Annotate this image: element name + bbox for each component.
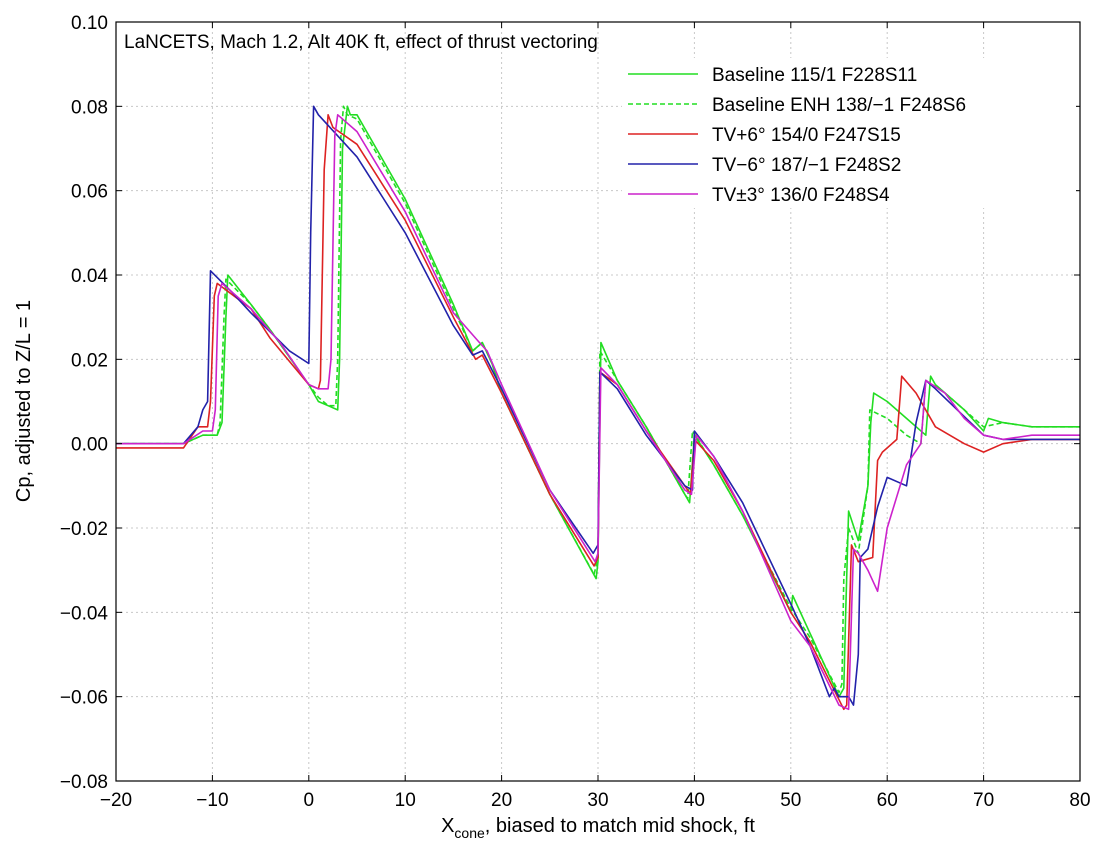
x-tick-label: 30 [587, 790, 608, 811]
legend-label: Baseline ENH 138/−1 F248S6 [712, 95, 966, 116]
y-axis-label: Cp, adjusted to Z/L = 1 [13, 300, 35, 502]
x-tick-label: 10 [395, 790, 416, 811]
y-tick-label: 0.10 [71, 13, 108, 34]
x-tick-label: 20 [491, 790, 512, 811]
tick-labels: −20 −10 0 10 20 30 40 50 60 70 80 −0.08 −0.06 −0.04 −0… [60, 13, 1091, 811]
y-tick-label: 0.00 [71, 435, 108, 456]
x-tick-label: 50 [780, 790, 801, 811]
x-tick-label: 70 [973, 790, 994, 811]
x-tick-label: 0 [304, 790, 315, 811]
x-tick-label: 80 [1069, 790, 1090, 811]
y-tick-label: 0.06 [71, 182, 108, 203]
x-axis-label-subscript: cone [454, 825, 485, 841]
chart-title: LaNCETS, Mach 1.2, Alt 40K ft, effect of… [124, 32, 598, 53]
legend: Baseline 115/1 F228S11 Baseline ENH 138/−… [622, 58, 1076, 208]
y-tick-label: 0.08 [71, 97, 108, 118]
y-tick-label: −0.04 [60, 603, 109, 624]
legend-label: TV+6° 154/0 F247S15 [712, 125, 901, 146]
legend-label: TV±3° 136/0 F248S4 [712, 185, 890, 206]
y-tick-label: 0.04 [71, 266, 108, 287]
x-axis-label-main: X [441, 815, 454, 837]
legend-background [622, 58, 1076, 208]
y-tick-label: −0.08 [60, 772, 108, 793]
x-tick-label: 40 [684, 790, 705, 811]
tick-layer [115, 21, 1081, 782]
y-tick-label: −0.06 [60, 688, 108, 709]
x-tick-label: 60 [877, 790, 898, 811]
series-layer [116, 105, 1080, 711]
x-axis-label-rest: , biased to match mid shock, ft [485, 815, 756, 837]
y-tick-label: 0.02 [71, 350, 108, 371]
series-line [116, 114, 1080, 711]
y-tick-label: −0.02 [60, 519, 108, 540]
legend-entries: Baseline 115/1 F228S11 Baseline ENH 138/−… [628, 65, 966, 206]
x-axis-label: Xcone, biased to match mid shock, ft [441, 815, 755, 841]
x-tick-label: −10 [196, 790, 228, 811]
x-tick-label: −20 [100, 790, 132, 811]
legend-label: Baseline 115/1 F228S11 [712, 65, 917, 86]
series-line [116, 114, 1080, 711]
legend-label: TV−6° 187/−1 F248S2 [712, 155, 901, 176]
